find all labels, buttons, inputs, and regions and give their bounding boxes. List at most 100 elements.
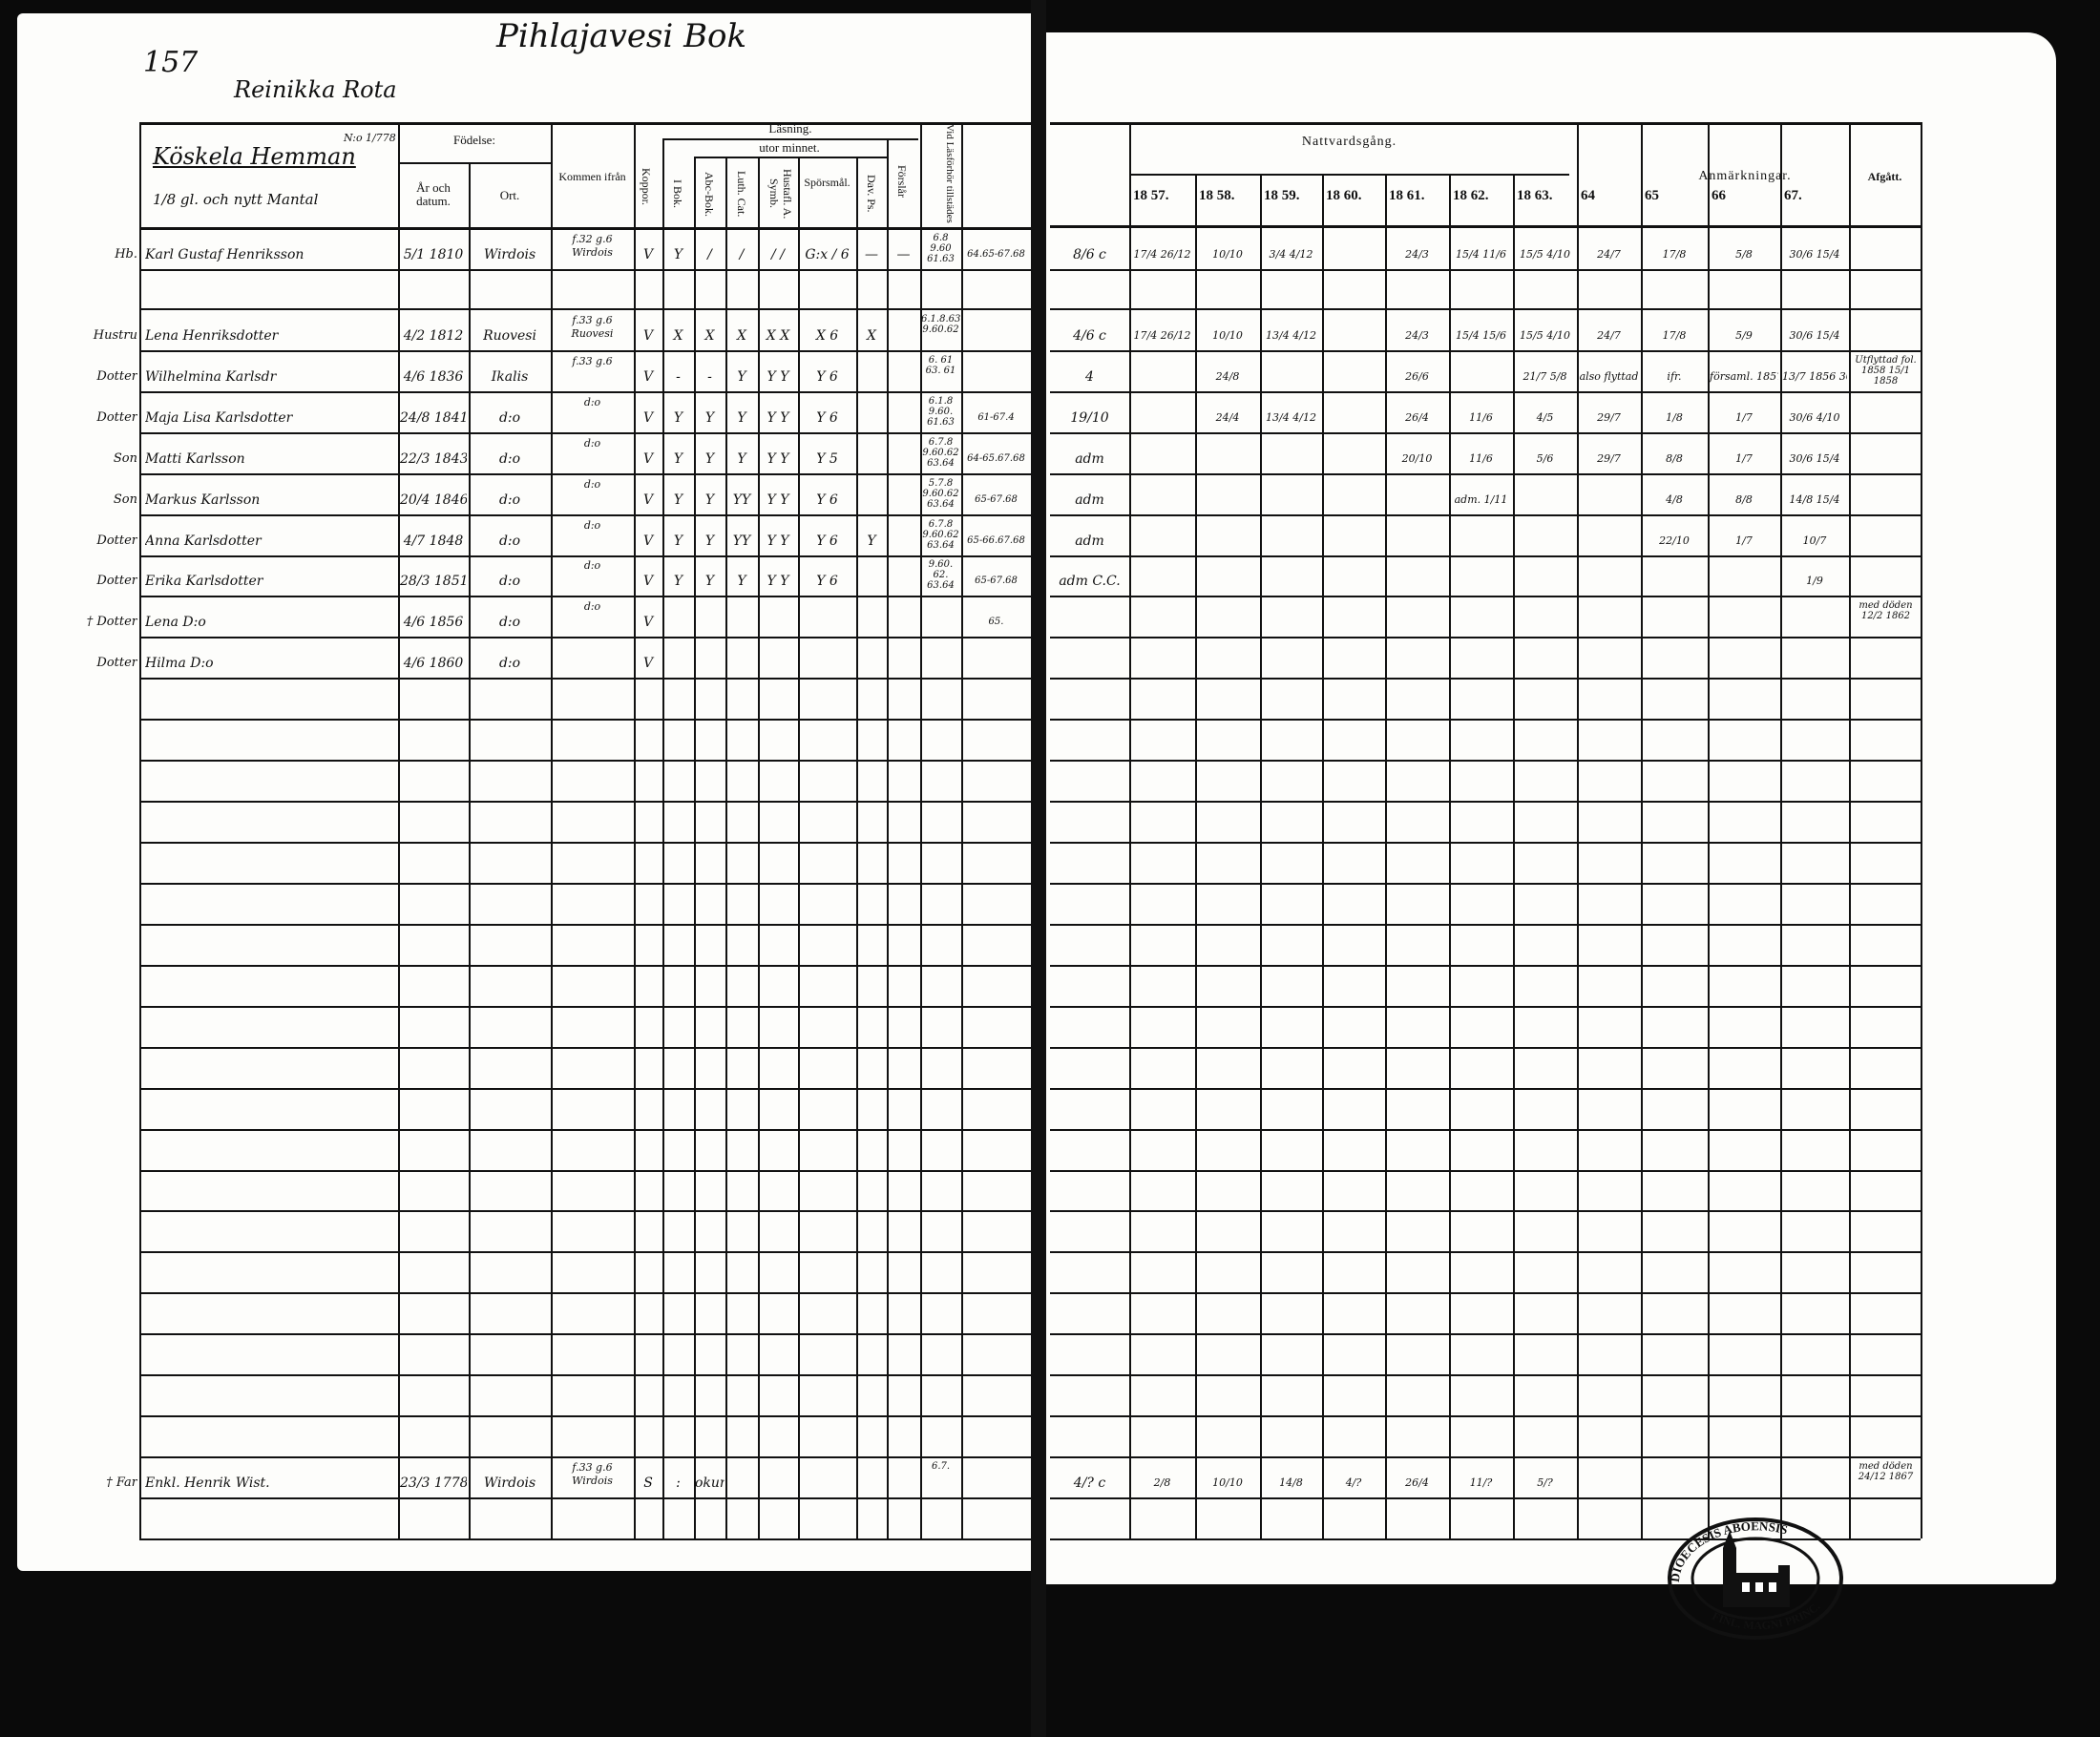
birth-place: d:o	[498, 656, 521, 671]
reading-mark: Y Y	[766, 451, 789, 467]
member-relation: Dotter	[96, 534, 137, 548]
member-relation: † Far	[106, 1475, 137, 1490]
came-from: d:o	[583, 478, 601, 491]
member-name: Matti Karlsson	[145, 451, 245, 467]
communion-date: 10/7	[1802, 534, 1827, 547]
header-birth: Födelse:	[452, 133, 496, 147]
header-place: Ort.	[499, 188, 520, 202]
reading-mark	[888, 527, 919, 555]
row-rule-right	[1050, 842, 1921, 844]
row-rule-right	[1050, 1006, 1921, 1008]
member-name: Erika Karlsdotter	[145, 574, 263, 589]
row-rule-right	[1050, 678, 1921, 680]
communion-date	[1262, 363, 1320, 391]
communion-date	[1197, 527, 1258, 555]
communion-date: 8/8	[1735, 493, 1753, 506]
header-reading: Läsning.	[768, 121, 812, 136]
column-rule-right	[1260, 174, 1262, 1538]
column-rule-left	[856, 157, 858, 1538]
year-header: 18 61.	[1389, 188, 1425, 203]
birth-place: d:o	[498, 574, 521, 589]
row-rule-left	[139, 1088, 1031, 1090]
row-rule-left	[139, 965, 1031, 967]
communion-first: 8/6 c	[1073, 247, 1106, 262]
present-years: 6. 61 63. 61	[925, 355, 956, 376]
communion-date	[1710, 567, 1778, 596]
communion-date	[1131, 363, 1193, 391]
communion-first: adm	[1075, 534, 1104, 549]
column-rule-right	[1849, 122, 1851, 1538]
column-rule-right	[1195, 174, 1197, 1538]
column-rule-right	[1921, 122, 1922, 1538]
communion-date: 20/10	[1401, 452, 1433, 465]
reading-mark	[857, 486, 886, 514]
reading-mark	[888, 486, 919, 514]
communion-first: 4	[1085, 369, 1094, 385]
extra-years: 65-67.68	[975, 494, 1018, 505]
reading-mark: Y	[673, 574, 683, 589]
communion-date: 10/10	[1212, 1476, 1243, 1489]
communion-date	[1515, 486, 1575, 514]
came-from: d:o	[583, 396, 601, 408]
year-header: 18 62.	[1453, 188, 1489, 203]
member-relation: Dotter	[96, 410, 137, 425]
row-rule-left	[139, 924, 1031, 926]
member-name: Hilma D:o	[145, 656, 214, 671]
row-rule-left	[139, 555, 1031, 557]
reading-mark: X	[704, 328, 715, 344]
smallpox-mark: V	[642, 656, 654, 671]
present-years: 6.7.8 9.60.62 63.64	[922, 519, 959, 551]
column-rule-right	[1385, 174, 1387, 1538]
birth-date: 24/8 1841	[400, 410, 467, 426]
came-from	[553, 641, 632, 678]
birth-date: 20/4 1846	[400, 492, 467, 508]
extra-years: 64.65-67.68	[967, 249, 1025, 260]
communion-date	[1324, 404, 1383, 432]
column-rule-left	[725, 157, 727, 1538]
farm-name: Köskela Hemman	[153, 143, 356, 170]
year-header: 64	[1581, 188, 1595, 203]
reading-mark: Y	[704, 492, 715, 508]
column-rule-right	[1449, 174, 1451, 1538]
reading-mark: X	[737, 328, 746, 344]
communion-date: 15/4 15/6	[1456, 329, 1506, 342]
row-rule-left	[139, 1415, 1031, 1417]
reading-mark: Y	[673, 534, 683, 549]
row-rule-left	[139, 596, 1031, 597]
communion-date	[1451, 527, 1511, 555]
communion-date	[1643, 649, 1706, 678]
communion-date	[1131, 608, 1193, 637]
reading-mark	[726, 608, 757, 637]
present-years: 6.8 9.60 61.63	[927, 233, 955, 264]
row-rule-left	[139, 1333, 1031, 1335]
smallpox-mark: V	[642, 534, 654, 549]
communion-date	[1324, 649, 1383, 678]
reading-mark: X 6	[815, 328, 839, 344]
year-header: 18 57.	[1133, 188, 1169, 203]
communion-date	[1324, 363, 1383, 391]
member-relation: Son	[113, 492, 137, 507]
reading-mark	[695, 649, 724, 678]
year-header: 18 59.	[1264, 188, 1300, 203]
communion-date: 4/5	[1536, 411, 1554, 424]
present-years: 6.1.8 9.60. 61.63	[927, 396, 955, 428]
row-rule-right	[1050, 1497, 1921, 1499]
communion-date	[1324, 486, 1383, 514]
communion-date	[1387, 527, 1447, 555]
communion-date: 24/3	[1405, 248, 1429, 261]
extra-years	[962, 363, 1030, 391]
communion-date: 15/5 4/10	[1520, 248, 1570, 261]
year-header: 67.	[1784, 188, 1802, 203]
row-rule-left	[139, 637, 1031, 638]
row-rule-left	[139, 1129, 1031, 1131]
member-relation: Dotter	[96, 369, 137, 384]
communion-date: 14/8	[1279, 1476, 1303, 1489]
communion-date	[1579, 1469, 1639, 1497]
row-rule-right	[1050, 269, 1921, 271]
communion-date: 4/8	[1666, 493, 1683, 506]
header-abc-bok: Abc-Bok.	[703, 171, 716, 217]
farm-share: 1/8 gl. och nytt Mantal	[153, 191, 319, 208]
communion-date: 22/10	[1659, 534, 1690, 547]
communion-date	[1197, 649, 1258, 678]
communion-date: 24/3	[1405, 329, 1429, 342]
